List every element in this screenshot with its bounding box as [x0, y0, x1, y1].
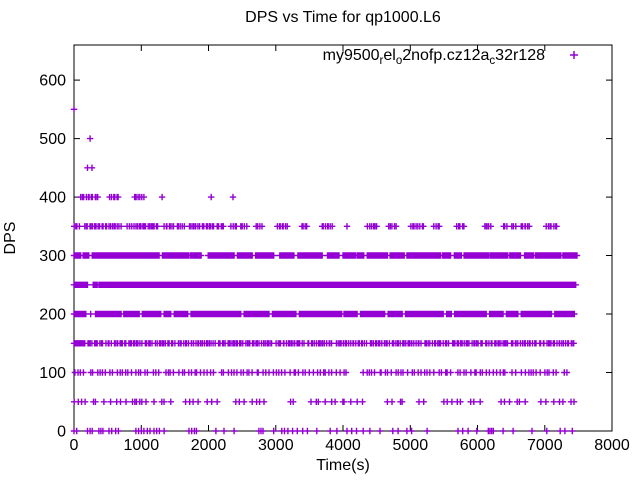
x-tick-label: 1000	[124, 437, 160, 454]
chart-title: DPS vs Time for qp1000.L6	[245, 9, 441, 26]
series-points-band-250	[70, 281, 579, 288]
x-tick-label: 4000	[325, 437, 361, 454]
axes-layer: 0 1000 2000 3000 4000 5000 6000 7000 8000 0 100 200…	[39, 44, 630, 454]
y-axis-label: DPS	[2, 222, 19, 255]
series-points-layer	[70, 106, 581, 435]
legend-label: my9500relo2nofp.cz12ac32r128	[323, 47, 545, 67]
x-tick-label: 0	[70, 437, 79, 454]
series-points-band-150	[70, 340, 577, 347]
series-points-band-350	[71, 223, 560, 230]
x-tick-label: 3000	[258, 437, 294, 454]
x-tick-label: 2000	[191, 437, 227, 454]
series-points-band-450	[84, 164, 96, 171]
series-points-band-500	[86, 135, 94, 142]
legend: my9500relo2nofp.cz12ac32r128	[323, 47, 578, 67]
x-tick-label: 5000	[393, 437, 429, 454]
x-tick-label: 6000	[460, 437, 496, 454]
x-tick-label: 7000	[527, 437, 563, 454]
x-axis-label: Time(s)	[316, 457, 370, 474]
series-points-band-0	[70, 427, 576, 435]
y-tick-label: 400	[39, 190, 66, 207]
series-points-band-50	[71, 398, 578, 405]
y-tick-label: 200	[39, 307, 66, 324]
x-tick-label: 8000	[594, 437, 630, 454]
series-points-band-400	[77, 193, 237, 201]
series-points-band-300	[70, 252, 581, 259]
series-points-band-550	[70, 106, 78, 113]
y-tick-label: 500	[39, 131, 66, 148]
y-tick-label: 600	[39, 73, 66, 90]
series-points-band-200	[70, 310, 578, 318]
y-tick-label: 100	[39, 365, 66, 382]
y-tick-label: 300	[39, 248, 66, 265]
series-points-band-100	[71, 369, 571, 376]
y-tick-label: 0	[57, 424, 66, 441]
legend-marker-icon	[570, 51, 578, 59]
